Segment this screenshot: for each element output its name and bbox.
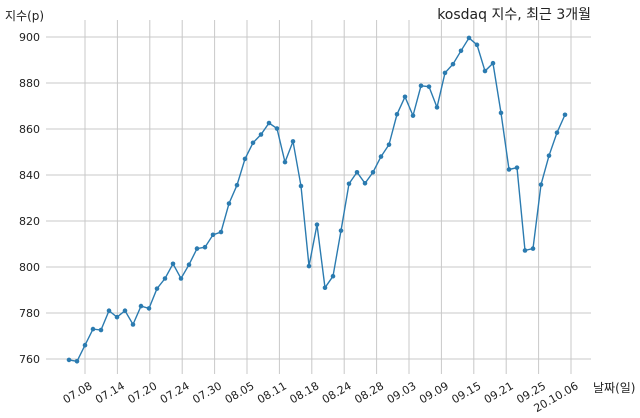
- data-point: [426, 84, 432, 89]
- data-point: [138, 303, 144, 309]
- data-point: [522, 248, 528, 253]
- data-point: [466, 35, 472, 41]
- data-point: [354, 169, 360, 175]
- x-tick-label: 08.18: [288, 379, 322, 406]
- data-point: [178, 276, 184, 281]
- data-point: [402, 94, 408, 100]
- y-tick-label: 880: [19, 77, 40, 90]
- x-tick-label: 07.30: [190, 379, 224, 406]
- x-tick-label: 08.28: [352, 379, 386, 406]
- data-point: [242, 156, 248, 162]
- data-point: [554, 130, 560, 135]
- x-tick-label: 07.08: [61, 379, 95, 406]
- x-axis-label: 날짜(일): [593, 381, 635, 395]
- x-tick-label: 07.20: [126, 379, 160, 406]
- data-point: [514, 165, 520, 170]
- chart-title: kosdaq 지수, 최근 3개월: [437, 7, 591, 23]
- data-point: [210, 232, 216, 238]
- data-point: [546, 153, 552, 158]
- data-point: [538, 182, 544, 187]
- data-point: [458, 48, 464, 54]
- data-point: [450, 61, 456, 67]
- y-tick-labels: 760 780 800 820 840 860 880 900: [19, 31, 40, 366]
- data-point: [434, 105, 440, 110]
- data-point: [162, 276, 168, 281]
- x-tick-label: 09.15: [450, 379, 484, 406]
- y-axis-label: 지수(p): [5, 9, 44, 23]
- data-point: [218, 229, 224, 235]
- data-point: [330, 273, 336, 279]
- data-point: [258, 132, 264, 137]
- data-point: [74, 359, 80, 364]
- data-point: [410, 113, 416, 118]
- y-tick-label: 840: [19, 169, 40, 182]
- x-tick-label: 09.09: [417, 379, 451, 406]
- data-point: [106, 308, 112, 314]
- data-point: [186, 262, 192, 268]
- data-point: [114, 314, 120, 320]
- data-point: [386, 142, 392, 147]
- data-point: [290, 139, 296, 144]
- x-tick-label: 09.03: [385, 379, 419, 406]
- data-point: [154, 286, 160, 291]
- data-point: [226, 201, 232, 206]
- data-point: [194, 246, 200, 251]
- y-tick-label: 820: [19, 215, 40, 228]
- data-point: [474, 42, 480, 48]
- y-tick-label: 860: [19, 123, 40, 136]
- data-point: [498, 110, 504, 116]
- data-point: [314, 222, 320, 227]
- data-point: [298, 183, 304, 189]
- data-point: [274, 126, 280, 131]
- data-point: [82, 342, 88, 348]
- data-point: [394, 111, 400, 117]
- data-point: [250, 140, 256, 146]
- data-point: [98, 327, 104, 333]
- data-point: [322, 285, 328, 291]
- x-tick-labels: 07.0807.1407.2007.2407.3008.0508.1108.18…: [61, 379, 581, 415]
- x-tick-label: 07.14: [93, 379, 127, 406]
- data-point: [378, 154, 384, 159]
- y-tick-label: 780: [19, 307, 40, 320]
- data-point: [530, 246, 536, 251]
- x-tick-label: 07.24: [158, 379, 192, 406]
- y-tick-label: 900: [19, 31, 40, 44]
- data-point: [266, 120, 272, 126]
- data-point: [66, 357, 72, 363]
- data-point: [202, 244, 208, 250]
- data-point: [490, 60, 496, 66]
- x-tick-label: 09.21: [482, 379, 516, 406]
- data-point: [482, 68, 488, 74]
- x-tick-label: 08.11: [255, 379, 289, 406]
- data-point: [282, 159, 288, 165]
- data-points: [66, 35, 568, 364]
- data-point: [338, 228, 344, 233]
- x-tick-label: 08.05: [223, 379, 257, 406]
- data-point: [418, 83, 424, 89]
- data-point: [346, 181, 352, 187]
- data-point: [122, 308, 128, 314]
- x-tick-label: 08.24: [320, 379, 354, 406]
- data-point: [306, 263, 312, 269]
- y-tick-label: 800: [19, 261, 40, 274]
- data-point: [130, 322, 136, 327]
- data-point: [90, 326, 96, 332]
- data-point: [506, 167, 512, 172]
- data-point: [170, 261, 176, 267]
- data-point: [234, 182, 240, 188]
- data-point: [562, 112, 568, 118]
- data-point: [146, 306, 152, 311]
- data-point: [370, 169, 376, 175]
- grid-lines: [46, 20, 591, 374]
- data-point: [362, 180, 368, 186]
- data-point: [442, 70, 448, 76]
- y-tick-label: 760: [19, 353, 40, 366]
